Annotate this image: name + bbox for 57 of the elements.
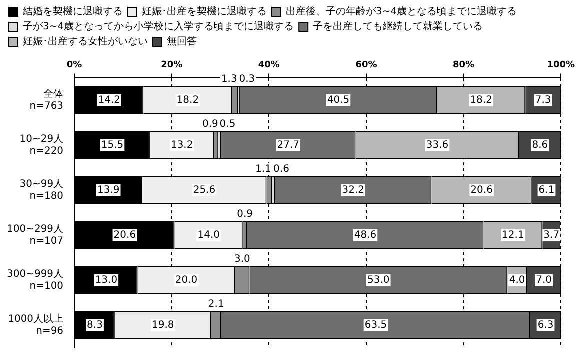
data-label: 20.0 [175, 275, 198, 286]
data-label: 2.1 [208, 299, 224, 310]
data-label: 18.2 [470, 94, 492, 106]
data-label: 7.3 [535, 94, 552, 106]
data-label: 40.5 [327, 94, 350, 106]
data-label: 6.1 [538, 184, 555, 196]
data-label: 48.6 [354, 230, 377, 242]
data-label: 20.6 [114, 230, 136, 242]
data-label: 8.6 [532, 140, 548, 151]
y-tick-label: 10~29人 n=220 [20, 134, 64, 157]
data-label: 0.3 [239, 74, 256, 85]
data-label: 0.9 [202, 118, 218, 130]
data-label: 25.6 [193, 184, 216, 196]
y-tick-label: 100~299人 n=107 [6, 224, 64, 248]
x-tick-label: 20% [161, 60, 183, 71]
data-label: 0.6 [274, 164, 290, 176]
data-label: 13.0 [95, 275, 118, 286]
data-label: 0.9 [237, 209, 254, 220]
legend-label: 子が3~4歳となってから小学校に入学する頃までに退職する [23, 20, 294, 33]
data-label: 20.6 [470, 184, 493, 196]
data-label: 1.1 [256, 164, 272, 176]
x-tick-label: 100% [547, 60, 576, 71]
data-label: 6.3 [538, 320, 554, 332]
data-label: 33.6 [426, 140, 449, 151]
data-label: 1.3 [221, 74, 238, 85]
x-tick-label: 0% [66, 60, 82, 71]
data-label: 27.7 [277, 140, 300, 151]
data-label: 8.3 [87, 320, 103, 332]
legend-label: 妊娠･出産する女性がいない [23, 36, 148, 48]
legend-label: 無回答 [167, 36, 197, 48]
data-label: 63.5 [364, 320, 388, 332]
legend-label: 結婚を契機に退職する [22, 6, 123, 18]
data-label: 4.0 [509, 275, 526, 286]
data-label: 14.0 [198, 230, 220, 242]
y-tick-label: 30~99人 n=180 [20, 178, 64, 202]
y-tick-label: 1000人以上 n=96 [8, 313, 64, 338]
data-label: 53.0 [368, 275, 390, 286]
data-label: 3.7 [544, 230, 560, 242]
data-label: 13.9 [97, 184, 120, 196]
data-label: 15.5 [101, 140, 124, 151]
y-tick-label: 全体 n=763 [30, 88, 64, 112]
data-label: 3.0 [234, 254, 250, 266]
data-label: 18.2 [176, 94, 200, 106]
x-tick-label: 60% [356, 60, 378, 71]
data-label: 19.8 [152, 320, 174, 332]
y-tick-label: 300~999人 n=100 [6, 269, 64, 292]
legend-label: 子を出産しても継続して就業している [313, 20, 484, 33]
data-label: 12.1 [502, 230, 524, 242]
data-label: 14.2 [98, 94, 120, 106]
legend-label: 妊娠･出産を契機に退職する [142, 6, 267, 18]
x-tick-label: 40% [258, 60, 280, 71]
data-label: 13.2 [170, 140, 194, 151]
data-label: 0.5 [220, 118, 236, 130]
x-tick-label: 80% [453, 60, 475, 71]
data-label: 7.0 [536, 275, 552, 286]
legend-label: 出産後、子の年齢が3~4歳となる頃までに退職する [286, 6, 518, 18]
data-label: 32.2 [342, 184, 364, 196]
